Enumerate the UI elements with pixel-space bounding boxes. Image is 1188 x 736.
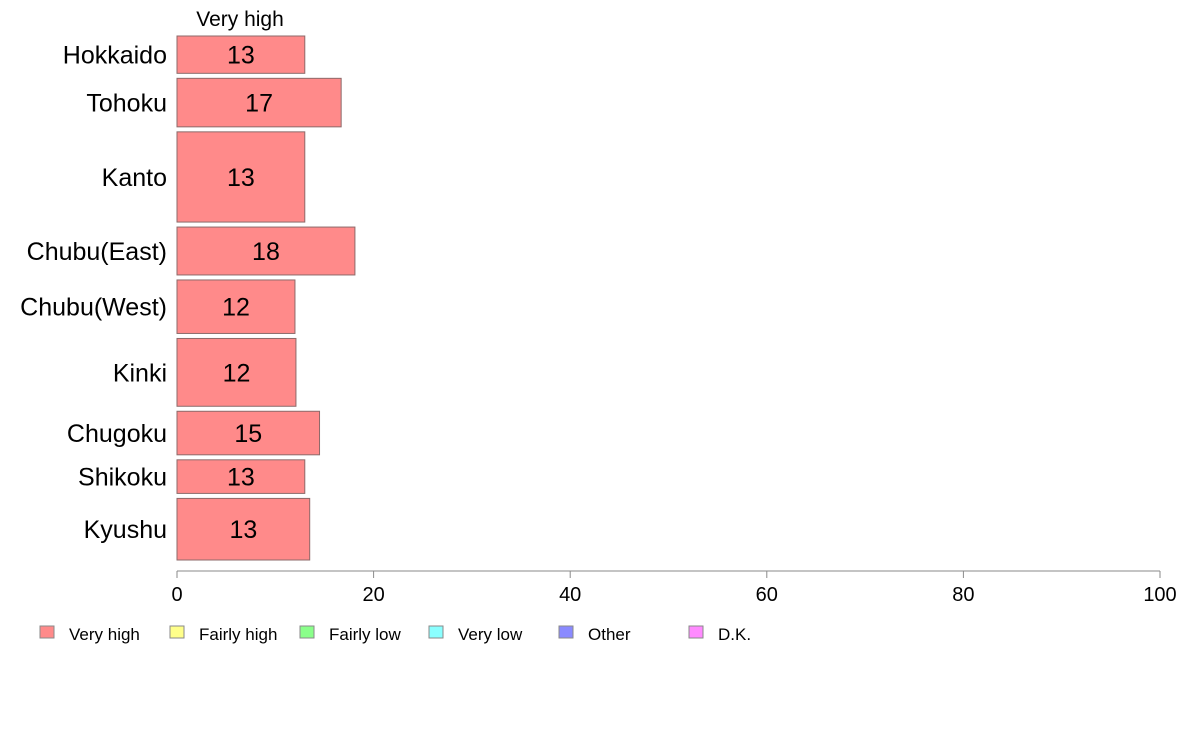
x-tick-label: 40: [559, 584, 581, 606]
legend-label: Very low: [458, 625, 523, 644]
legend-item: D.K.: [688, 625, 751, 644]
bar-chubu-east: [176, 226, 356, 276]
legend-swatch: [428, 625, 444, 639]
category-label: Kyushu: [84, 516, 167, 544]
legend-item: Very high: [39, 625, 140, 644]
legend-swatch: [299, 625, 315, 639]
bar-value-label: 13: [227, 164, 255, 192]
legend-label: Other: [588, 625, 631, 644]
bar-value-label: 13: [229, 516, 257, 544]
x-tick-label: 80: [952, 584, 974, 606]
bar-kanto: [176, 131, 306, 223]
category-label: Chugoku: [67, 420, 167, 448]
bar-value-label: 15: [234, 420, 262, 448]
legend-swatch: [688, 625, 704, 639]
legend-item: Fairly high: [169, 625, 277, 644]
x-tick-label: 100: [1143, 584, 1176, 606]
legend-item: Very low: [428, 625, 523, 644]
category-label: Tohoku: [86, 90, 167, 118]
category-labels: Hokkaido Tohoku Kanto Chubu(East) Chubu(West…: [20, 42, 167, 545]
bar-hokkaido: [176, 35, 306, 74]
legend-item: Other: [558, 625, 631, 644]
legend-swatch: [558, 625, 574, 639]
legend-label: D.K.: [718, 625, 751, 644]
bar-value-label: 12: [223, 359, 251, 387]
bar-kinki: [176, 337, 297, 407]
category-label: Chubu(West): [20, 294, 167, 322]
x-tick-label: 60: [756, 584, 778, 606]
legend-label: Fairly low: [329, 625, 402, 644]
bar-value-label: 18: [252, 238, 280, 266]
category-label: Kanto: [102, 164, 167, 192]
bar-value-label: 12: [222, 294, 250, 322]
bar-chugoku: [176, 410, 321, 456]
bar-value-label: 13: [227, 42, 255, 70]
x-tick-label: 0: [171, 584, 182, 606]
legend: Very high Fairly high Fairly low Very low Ot…: [39, 625, 751, 644]
category-label: Kinki: [113, 359, 167, 387]
category-label: Chubu(East): [27, 238, 167, 266]
category-label: Shikoku: [78, 464, 167, 492]
legend-swatch: [39, 625, 55, 639]
bar-shikoku: [176, 459, 306, 494]
bar-value-label: 13: [227, 464, 255, 492]
bar-chubu-west: [176, 279, 296, 334]
bar-tohoku: [176, 77, 342, 128]
legend-item: Fairly low: [299, 625, 402, 644]
legend-label: Fairly high: [199, 625, 277, 644]
x-tick-label: 20: [362, 584, 384, 606]
series-title-layer: Very high: [196, 8, 284, 31]
x-axis: 0 20 40 60 80 100: [171, 570, 1177, 606]
category-label: Hokkaido: [63, 42, 167, 70]
series-title: Very high: [196, 8, 284, 31]
legend-label: Very high: [69, 625, 140, 644]
bar-kyushu: [176, 497, 311, 561]
legend-swatch: [169, 625, 185, 639]
bar-value-label: 17: [245, 90, 273, 118]
